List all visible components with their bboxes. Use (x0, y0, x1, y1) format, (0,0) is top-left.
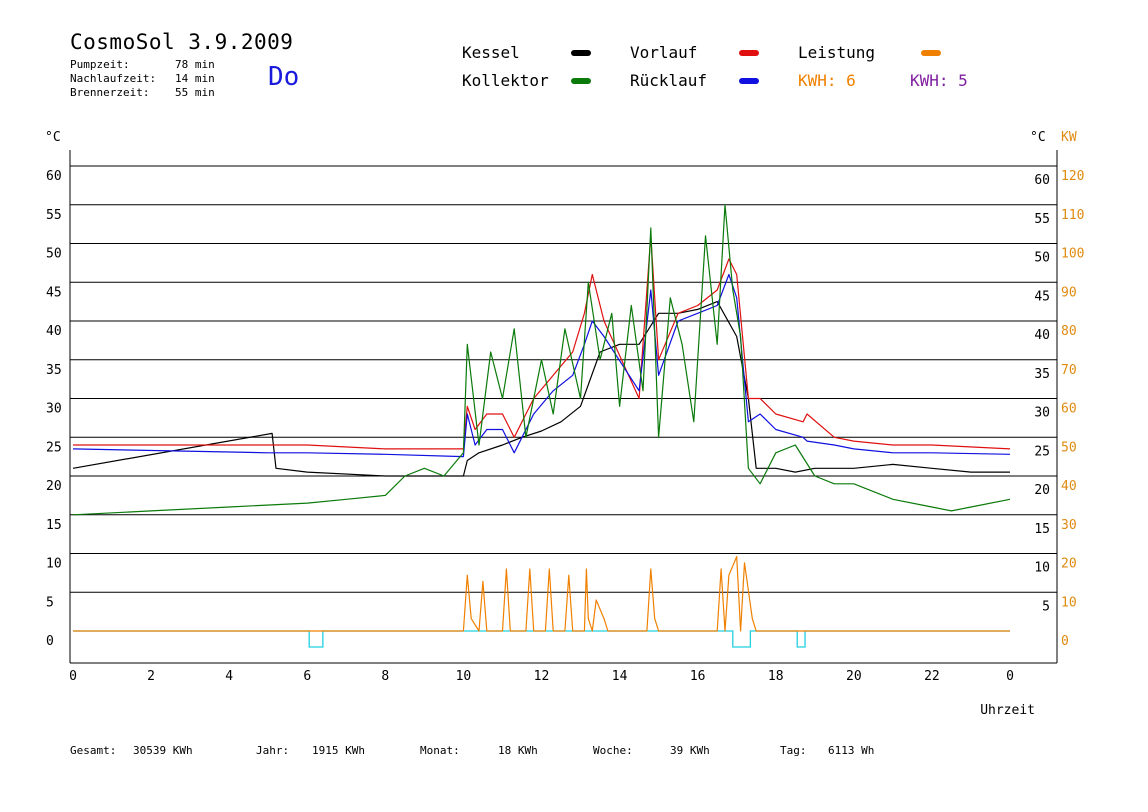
legend-kessel-label: Kessel (462, 43, 520, 62)
y-tick-left: 5 (46, 595, 54, 610)
legend-leistung-swatch (921, 50, 941, 56)
footer-monat-value: 18 KWh (498, 744, 538, 757)
y-tick-right-kw: 50 (1061, 440, 1077, 455)
y-unit-left: °C (45, 130, 61, 145)
x-tick: 14 (612, 669, 628, 684)
y-tick-left: 10 (46, 557, 62, 572)
legend-kwh-purple: KWH: 5 (910, 71, 968, 90)
y-tick-left: 40 (46, 324, 62, 339)
legend-vorlauf-label: Vorlauf (630, 43, 698, 62)
footer-woche-label: Woche: (593, 744, 633, 757)
footer-gesamt-label: Gesamt: (70, 744, 117, 757)
x-tick: 16 (690, 669, 706, 684)
y-tick-left: 50 (46, 247, 62, 262)
y-tick-right-c: 10 (1034, 561, 1050, 576)
y-tick-left: 0 (46, 634, 54, 649)
series-leistung (73, 555, 1010, 632)
y-tick-left: 20 (46, 479, 62, 494)
footer-woche-value: 39 KWh (670, 744, 710, 757)
y-tick-left: 55 (46, 208, 62, 223)
y-tick-right-c: 5 (1042, 599, 1050, 614)
y-tick-right-c: 50 (1034, 251, 1050, 266)
pump-baseline (73, 630, 1010, 648)
legend-ruecklauf-swatch (739, 78, 759, 84)
y-tick-right-kw: 70 (1061, 363, 1077, 378)
x-tick: 0 (1006, 669, 1014, 684)
y-tick-right-c: 45 (1034, 289, 1050, 304)
legend-vorlauf-swatch (739, 50, 759, 56)
nachlaufzeit-value: 14 min (175, 72, 215, 85)
y-tick-right-c: 15 (1034, 522, 1050, 537)
legend-leistung-label: Leistung (798, 43, 876, 62)
y-tick-right-c: 20 (1034, 483, 1050, 498)
y-tick-right-c: 60 (1034, 173, 1050, 188)
legend-kollektor-label: Kollektor (462, 71, 549, 90)
y-tick-right-kw: 0 (1061, 634, 1069, 649)
y-tick-left: 60 (46, 169, 62, 184)
legend-kwh-orange: KWH: 6 (798, 71, 856, 90)
y-tick-right-kw: 30 (1061, 518, 1077, 533)
series-kessel (72, 301, 1010, 477)
x-tick: 22 (924, 669, 940, 684)
y-unit-right-c: °C (1030, 130, 1046, 145)
y-tick-right-kw: 110 (1061, 208, 1084, 223)
pumpzeit-value: 78 min (175, 58, 215, 71)
x-tick: 6 (303, 669, 311, 684)
y-tick-left: 25 (46, 440, 62, 455)
y-tick-left: 30 (46, 402, 62, 417)
x-axis-label: Uhrzeit (980, 703, 1035, 718)
nachlaufzeit-label: Nachlaufzeit: (70, 72, 157, 85)
chart-title: CosmoSol 3.9.2009 (70, 30, 294, 54)
footer-tag-label: Tag: (780, 744, 807, 757)
pumpzeit-label: Pumpzeit: (70, 58, 130, 71)
y-tick-right-c: 55 (1034, 212, 1050, 227)
series-kollektor (72, 204, 1011, 516)
y-tick-right-kw: 40 (1061, 479, 1077, 494)
y-tick-left: 15 (46, 518, 62, 533)
y-tick-right-kw: 20 (1061, 557, 1077, 572)
legend-kollektor-swatch (571, 78, 591, 84)
y-tick-right-c: 25 (1034, 444, 1050, 459)
y-tick-left: 35 (46, 363, 62, 378)
x-tick: 4 (225, 669, 233, 684)
series-ruecklauf (72, 273, 1011, 458)
footer-monat-label: Monat: (420, 744, 460, 757)
y-tick-right-c: 40 (1034, 328, 1050, 343)
y-tick-right-kw: 80 (1061, 324, 1077, 339)
y-tick-right-kw: 120 (1061, 169, 1084, 184)
y-tick-right-c: 35 (1034, 367, 1050, 382)
y-tick-right-kw: 90 (1061, 285, 1077, 300)
x-tick: 18 (768, 669, 784, 684)
y-tick-right-kw: 60 (1061, 402, 1077, 417)
x-tick: 2 (147, 669, 155, 684)
x-tick: 8 (381, 669, 389, 684)
legend-ruecklauf-label: Rücklauf (630, 71, 708, 90)
footer-tag-value: 6113 Wh (828, 744, 875, 757)
legend-kessel-swatch (571, 50, 591, 56)
y-tick-right-kw: 100 (1061, 247, 1084, 262)
footer-gesamt-value: 30539 KWh (133, 744, 193, 757)
series-vorlauf (73, 235, 1011, 450)
x-tick: 20 (846, 669, 862, 684)
footer-jahr-value: 1915 KWh (312, 744, 365, 757)
y-tick-left: 45 (46, 285, 62, 300)
y-tick-right-kw: 10 (1061, 595, 1077, 610)
y-unit-right-kw: KW (1061, 130, 1077, 145)
x-tick: 10 (456, 669, 472, 684)
brennerzeit-label: Brennerzeit: (70, 86, 150, 99)
x-tick: 12 (534, 669, 550, 684)
footer-jahr-label: Jahr: (256, 744, 290, 757)
brennerzeit-value: 55 min (175, 86, 215, 99)
weekday-label: Do (268, 62, 300, 92)
x-tick: 0 (69, 669, 77, 684)
y-tick-right-c: 30 (1034, 406, 1050, 421)
